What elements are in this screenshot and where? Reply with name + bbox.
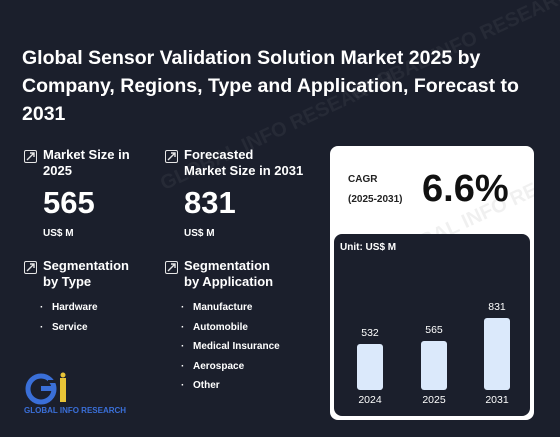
list-item: Automobile [181, 318, 315, 338]
x-tick-label: 2025 [422, 394, 446, 406]
market-size-block: Market Size in 2025 565 US$ M [24, 147, 164, 239]
segmentation-type-label-2: by Type [43, 274, 92, 289]
forecast-unit: US$ M [184, 228, 215, 239]
cagr-value: 6.6% [422, 168, 509, 210]
cagr-label-group: CAGR (2025-2031) [348, 170, 402, 210]
list-item: Service [40, 318, 164, 338]
list-item: Medical Insurance [181, 337, 315, 357]
cagr-label: CAGR [348, 174, 378, 185]
bar-2024 [357, 344, 383, 390]
forecast-block: Forecasted Market Size in 2031 831 US$ M [165, 147, 315, 239]
segmentation-application-label: Segmentation [184, 258, 270, 273]
bar-chart: Unit: US$ M 532 2024 565 2025 831 2031 [334, 234, 530, 416]
cagr-period: (2025-2031) [348, 194, 403, 205]
bar-2025 [421, 341, 447, 390]
bar-value-label: 831 [488, 301, 506, 313]
market-size-label-year: 2025 [43, 163, 72, 178]
segmentation-type-block: Segmentation by Type Hardware Service [24, 258, 164, 337]
market-size-value: 565 [43, 185, 95, 220]
list-item: Other [181, 376, 315, 396]
segmentation-application-label-2: by Application [184, 274, 274, 289]
list-item: Manufacture [181, 298, 315, 318]
logo: GLOBAL INFO RESEARCH [24, 372, 126, 415]
bar-value-label: 532 [361, 327, 379, 339]
list-item: Hardware [40, 298, 164, 318]
bar-2031 [484, 318, 510, 390]
x-tick-label: 2031 [485, 394, 509, 406]
forecast-label: Forecasted [184, 147, 254, 162]
forecast-value: 831 [184, 185, 236, 220]
chart-icon [165, 261, 178, 274]
chart-icon [165, 150, 178, 163]
chart-icon [24, 150, 37, 163]
market-size-unit: US$ M [43, 228, 74, 239]
logo-text: GLOBAL INFO RESEARCH [24, 406, 127, 415]
list-item: Aerospace [181, 357, 315, 377]
x-tick-label: 2024 [358, 394, 382, 406]
forecast-label-year: Market Size in 2031 [184, 163, 304, 178]
cagr-card: GLOBAL INFO RESEARCH CAGR (2025-2031) 6.… [330, 146, 534, 420]
chart-icon [24, 261, 37, 274]
segmentation-application-block: Segmentation by Application Manufacture … [165, 258, 315, 396]
market-size-label: Market Size in [43, 147, 130, 162]
bar-value-label: 565 [425, 324, 443, 336]
segmentation-type-label: Segmentation [43, 258, 129, 273]
logo-mark-icon [25, 372, 66, 405]
chart-unit-label: Unit: US$ M [340, 242, 397, 253]
page-title: Global Sensor Validation Solution Market… [22, 47, 519, 125]
